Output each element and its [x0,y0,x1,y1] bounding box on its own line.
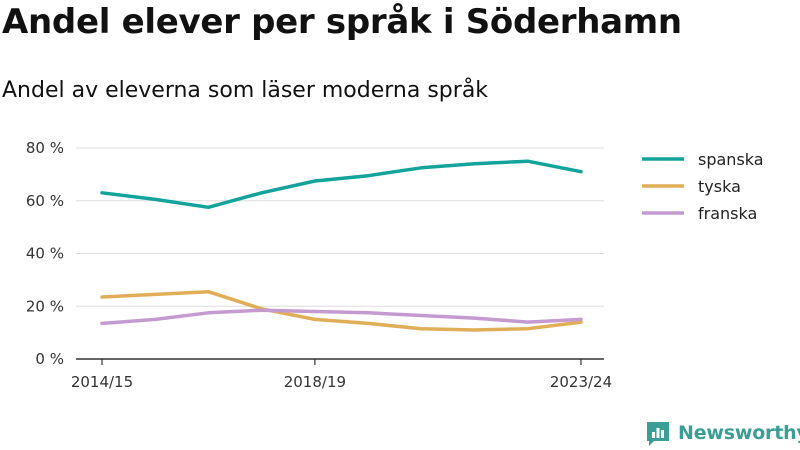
y-tick-label: 40 % [26,245,64,263]
x-tick-label: 2014/15 [71,373,133,391]
series-line-spanska [100,159,583,210]
y-tick-label: 20 % [26,297,64,315]
brand-logo: Newsworthy [644,419,800,447]
legend-label-spanska: spanska [698,150,764,169]
series-line-franska [100,308,583,326]
series-line-tyska [100,289,583,332]
y-tick-label: 80 % [26,139,64,157]
y-tick-label: 0 % [35,350,64,368]
newsworthy-logo-icon [647,422,669,446]
chart-title: Andel elever per språk i Söderhamn [2,2,682,42]
x-tick-label: 2018/19 [284,373,346,391]
y-tick-label: 60 % [26,192,64,210]
legend-label-franska: franska [698,204,757,223]
brand-name: Newsworthy [678,422,800,444]
legend-label-tyska: tyska [698,177,741,196]
x-tick-label: 2023/24 [550,373,612,391]
chart-subtitle: Andel av eleverna som läser moderna språ… [2,78,489,103]
